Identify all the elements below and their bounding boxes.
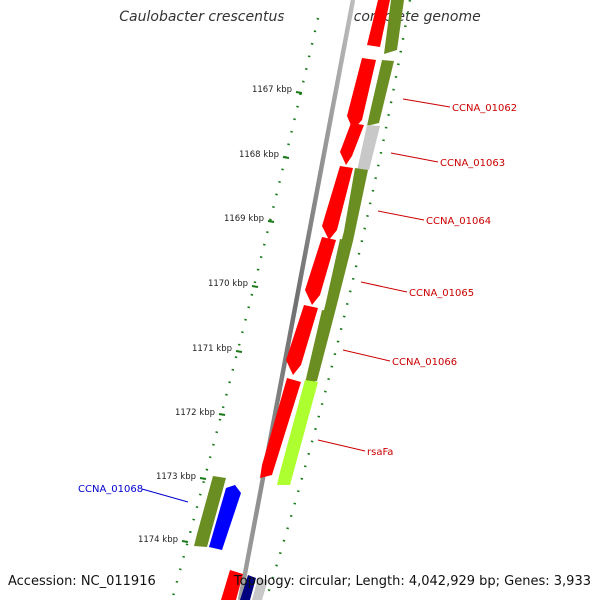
kbp-tick — [181, 540, 189, 543]
kbp-tick-label: 1174 kbp — [138, 535, 178, 545]
leader-line — [360, 281, 408, 293]
gene-arrow-olive — [194, 476, 226, 547]
leader-line — [317, 439, 366, 452]
reverse-strand-genes — [194, 0, 404, 600]
gene-label: CCNA_01068 — [78, 484, 143, 495]
gene-arrow-red — [347, 58, 376, 130]
gene-arrow-olive — [384, 0, 404, 54]
gene-label: CCNA_01062 — [452, 103, 517, 114]
leader-line — [402, 98, 451, 108]
gene-arrow-red — [305, 237, 336, 305]
accession-text: Accession: NC_011916 — [8, 574, 156, 589]
gene-arrow-olive — [367, 60, 394, 126]
kbp-tick — [218, 413, 226, 416]
kbp-tick-label: 1172 kbp — [175, 408, 215, 418]
kbp-tick — [282, 156, 290, 159]
kbp-tick-label: 1171 kbp — [192, 344, 232, 354]
kbp-tick-label: 1168 kbp — [239, 150, 279, 160]
kbp-tick-label: 1173 kbp — [156, 472, 196, 482]
gene-arrow-blue — [209, 485, 241, 550]
gene-arrow-navy — [240, 575, 256, 600]
kbp-tick-label: 1167 kbp — [252, 85, 292, 95]
gene-arrow-red — [260, 378, 301, 478]
leader-line — [342, 349, 391, 362]
kbp-tick — [267, 220, 275, 223]
kbp-tick-label: 1170 kbp — [208, 279, 248, 289]
kbp-tick — [235, 350, 243, 353]
gene-label: rsaFa — [367, 447, 393, 458]
gene-arrow-olive — [341, 168, 368, 243]
gene-label: CCNA_01065 — [409, 288, 474, 299]
kbp-tick-labels: 1167 kbp 1168 kbp 1169 kbp 1170 kbp 1171… — [138, 85, 292, 545]
gene-arrow-red — [322, 166, 353, 240]
kbp-tick-label: 1169 kbp — [224, 214, 264, 224]
gene-label: CCNA_01063 — [440, 158, 505, 169]
gene-arrow-olive — [305, 310, 335, 383]
forward-strand-genes — [221, 0, 390, 600]
gene-arrow-grey — [252, 578, 268, 600]
kbp-tick — [199, 477, 207, 480]
gene-labels: CCNA_01062 CCNA_01063 CCNA_01064 CCNA_01… — [78, 103, 517, 495]
gene-arrow-grey — [357, 125, 380, 171]
genome-backbone — [237, 0, 356, 600]
gene-arrow-olive — [323, 239, 353, 314]
leader-line — [377, 210, 425, 221]
leader-line — [141, 488, 189, 503]
gene-arrow-red — [286, 305, 318, 375]
gene-arrow-red — [367, 0, 390, 47]
gene-label: CCNA_01064 — [426, 216, 491, 227]
gene-arrow-red — [340, 123, 364, 165]
gene-label: CCNA_01066 — [392, 357, 457, 368]
gene-arrow-red — [221, 570, 243, 600]
kbp-tick — [251, 285, 259, 288]
gene-arrow-lime — [277, 380, 318, 485]
gene-leader-lines — [141, 98, 451, 503]
kbp-ticks — [181, 91, 303, 543]
topology-text: Topology: circular; Length: 4,042,929 bp… — [233, 574, 591, 589]
leader-line — [390, 152, 439, 163]
kbp-tick — [295, 91, 303, 94]
